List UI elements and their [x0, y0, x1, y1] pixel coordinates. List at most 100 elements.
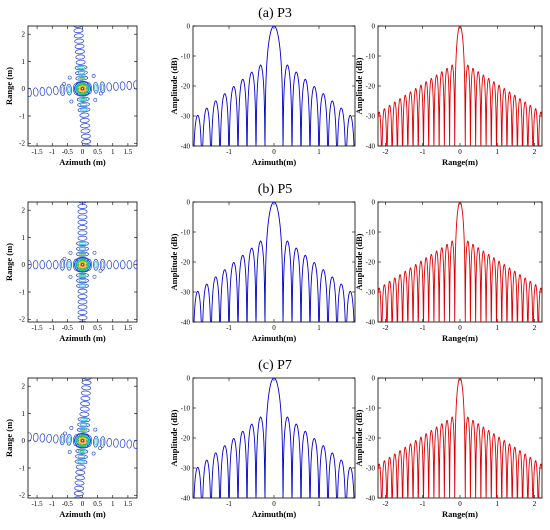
contour-sidelobe-range: [75, 448, 89, 454]
p0-contour-xtick-label: -1: [49, 148, 55, 156]
p1-contour-ylabel: Range (m): [4, 243, 14, 281]
p2-azimuth_profile-xtick-label: 1: [317, 500, 321, 508]
contour-sidelobe-range: [74, 459, 88, 465]
p0-range_profile-xlabel: Range(m): [442, 157, 478, 167]
p1-range_profile-ytick-label: -20: [366, 258, 376, 266]
contour-sidelobe-azimuth: [46, 433, 52, 443]
contour-weak-lobe: [93, 97, 98, 102]
p2-range_profile-xtick-label: -2: [383, 500, 389, 508]
contour-weak-lobe: [62, 82, 67, 86]
p0-range_profile-ytick-label: -20: [366, 82, 376, 90]
p0-azimuth_profile-xtick-label: 0: [272, 148, 276, 156]
p2-contour-xtick-label: 1.5: [124, 500, 133, 508]
contour-sidelobe-range-inner: [78, 76, 86, 80]
contour-sidelobe-range: [75, 75, 89, 81]
contour-sidelobe-azimuth: [28, 260, 32, 270]
p0-range_profile-xtick-label: 1: [496, 148, 500, 156]
contour-sidelobe-azimuth: [93, 258, 99, 271]
contour-sidelobe-range: [76, 246, 89, 252]
contour-sidelobe-azimuth: [39, 260, 46, 270]
contour-sidelobe-range: [77, 203, 88, 209]
p0-contour-xtick-label: -1.5: [32, 148, 44, 156]
contour-sidelobe-azimuth: [52, 260, 59, 270]
contour-mainlobe-ring: [79, 86, 86, 92]
contour-sidelobe-azimuth: [86, 435, 92, 448]
contour-mainlobe-ring: [78, 437, 87, 445]
contour-sidelobe-azimuth-inner: [94, 261, 98, 269]
contour-sidelobe-range: [77, 288, 88, 294]
contour-sidelobe-azimuth: [99, 81, 106, 94]
p2-range_profile-frame: [377, 377, 543, 499]
p0-range_profile-ylabel: Amplitude (dB): [354, 57, 364, 114]
p2-azimuth_profile-ytick-label: -20: [181, 434, 191, 442]
p2-range_profile-xtick-label: 1: [496, 500, 500, 508]
p0-azimuth_profile-xtick-label: 1: [317, 148, 321, 156]
p0-contour-ytick-label: -2: [19, 140, 25, 148]
range-profile-series-line: [378, 26, 542, 146]
contour-sidelobe-range-inner: [79, 103, 88, 107]
contour-sidelobe-range: [76, 96, 90, 102]
contour-sidelobe-range: [75, 469, 86, 475]
contour-sidelobe-range-inner: [80, 418, 88, 422]
contour-sidelobe-azimuth: [133, 80, 137, 90]
contour-sidelobe-range: [76, 251, 89, 257]
contour-mainlobe-ring: [79, 262, 86, 268]
contour-sidelobe-range-inner: [77, 460, 85, 464]
p2-azimuth_profile-xtick-label: 0: [272, 500, 276, 508]
panel-title-p3: (a) P3: [258, 6, 292, 21]
contour-sidelobe-range: [81, 380, 92, 386]
contour-mainlobe-ring: [74, 257, 91, 273]
p0-azimuth_profile-frame: [192, 25, 356, 147]
contour-plot-p5: -1.5 -1 -0.5 0 0.5 1 1.5 2 1 0 -1 -2 Azimuth (m) Rang…: [4, 201, 138, 343]
p2-azimuth_profile-ytick-label: -10: [181, 404, 191, 412]
p2-contour-ytick-label: 2: [22, 382, 26, 390]
contour-weak-lobe: [69, 426, 74, 430]
contour-sidelobe-azimuth: [53, 86, 59, 96]
contour-sidelobe-range-inner: [78, 252, 87, 256]
p1-azimuth_profile-ytick-label: 0: [187, 198, 191, 206]
contour-mainlobe-ring: [74, 81, 91, 97]
contour-sidelobe-range: [80, 401, 91, 407]
p1-contour-xtick-label: -1.5: [32, 324, 44, 332]
p1-contour-ytick-label: 2: [22, 206, 26, 214]
contour-sidelobe-azimuth: [66, 433, 72, 446]
contour-sidelobe-azimuth: [113, 260, 119, 270]
contour-sidelobe-azimuth: [32, 260, 39, 270]
p2-contour-ytick-label: -1: [19, 464, 25, 472]
p0-range_profile-xtick-label: 2: [533, 148, 537, 156]
p0-range_profile-xtick-label: -2: [383, 148, 389, 156]
p1-range_profile-ylabel: Amplitude (dB): [354, 233, 364, 290]
p0-contour-ytick-label: 0: [22, 85, 26, 93]
contour-sidelobe-range: [74, 475, 85, 481]
contour-sidelobe-range: [81, 378, 92, 380]
contour-weak-lobe: [67, 75, 72, 80]
contour-sidelobe-range: [77, 299, 88, 305]
contour-sidelobe-range: [77, 225, 88, 231]
p2-range_profile-ytick-label: -40: [366, 494, 376, 502]
p1-range_profile-ytick-label: -40: [366, 318, 376, 326]
contour-weak-lobe: [98, 268, 103, 273]
contour-sidelobe-range: [74, 49, 85, 55]
contour-mainlobe-ring: [78, 85, 87, 93]
contour-sidelobe-azimuth-inner: [67, 86, 71, 94]
contour-sidelobe-range: [77, 235, 88, 241]
contour-weak-lobe: [67, 449, 72, 454]
contour-mainlobe-ring: [75, 82, 90, 95]
p0-contour-ytick-label: 1: [22, 58, 26, 66]
p2-azimuth_profile-ytick-label: -40: [181, 494, 191, 502]
p1-range_profile-xlabel: Range(m): [442, 333, 478, 343]
p0-azimuth_profile-xtick-label: -1: [226, 148, 232, 156]
contour-sidelobe-range: [77, 107, 91, 113]
p0-azimuth_profile-ytick-label: 0: [187, 22, 191, 30]
contour-sidelobe-range: [80, 390, 91, 396]
contour-sidelobe-range: [77, 417, 91, 423]
p2-range_profile-ytick-label: -30: [366, 464, 376, 472]
contour-sidelobe-range: [77, 294, 88, 299]
p1-azimuth_profile-ytick-label: -10: [181, 228, 191, 236]
contour-sidelobe-range: [74, 65, 88, 71]
contour-sidelobe-range: [77, 209, 88, 215]
p1-range_profile-xtick-label: -2: [383, 324, 389, 332]
contour-sidelobe-azimuth-inner: [60, 261, 64, 269]
contour-weak-lobe: [91, 74, 96, 78]
